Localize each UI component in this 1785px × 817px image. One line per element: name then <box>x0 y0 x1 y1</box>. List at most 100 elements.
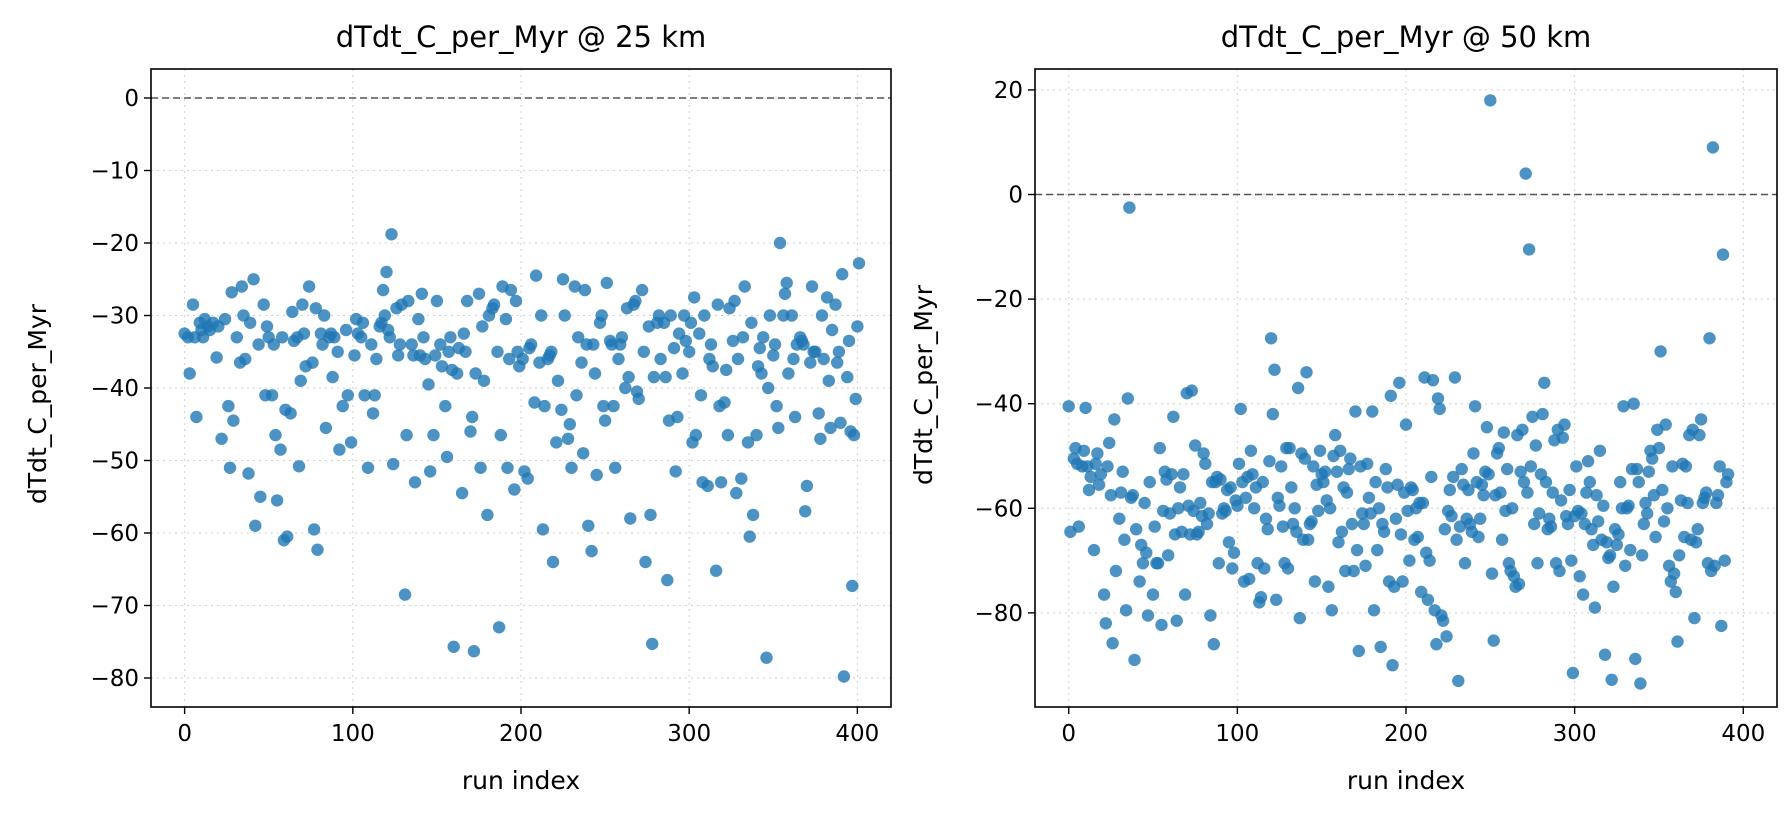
x-tick-label: 400 <box>835 721 879 747</box>
data-point <box>469 367 482 380</box>
data-point <box>693 327 706 340</box>
data-point <box>588 367 602 380</box>
data-point <box>555 403 568 416</box>
data-point <box>1492 441 1506 455</box>
data-point <box>664 309 677 322</box>
data-point <box>1570 460 1583 473</box>
data-point <box>474 461 487 474</box>
data-point <box>1450 533 1463 546</box>
data-point <box>1200 517 1214 531</box>
data-point <box>1514 465 1527 478</box>
data-point <box>1715 619 1728 633</box>
data-point <box>1308 575 1322 588</box>
data-point <box>1403 554 1416 567</box>
data-point <box>1565 554 1578 567</box>
data-point <box>767 349 780 362</box>
data-point <box>1458 557 1472 570</box>
data-point <box>1126 489 1140 502</box>
data-point <box>556 273 570 286</box>
data-point <box>688 291 701 304</box>
data-point <box>746 508 760 522</box>
data-point <box>1322 580 1335 593</box>
data-point <box>1177 468 1190 481</box>
y-tick-label: −20 <box>90 231 139 257</box>
data-point <box>1711 489 1725 502</box>
data-point <box>1226 562 1239 575</box>
data-point <box>284 407 297 420</box>
data-point <box>1553 564 1566 578</box>
data-point <box>1598 648 1612 661</box>
data-point <box>412 312 425 326</box>
y-tick-label: −40 <box>974 392 1023 418</box>
data-point <box>370 352 383 366</box>
data-point <box>1300 366 1313 379</box>
data-point <box>1581 455 1595 468</box>
data-point <box>622 370 635 384</box>
data-point <box>646 637 659 651</box>
data-point <box>1703 332 1716 345</box>
data-point <box>1667 567 1681 580</box>
data-point <box>380 265 393 279</box>
data-point <box>1386 659 1399 672</box>
data-point <box>1619 559 1632 572</box>
data-point <box>1347 564 1360 578</box>
data-point <box>385 228 398 241</box>
data-point <box>1472 530 1485 544</box>
data-point <box>492 621 506 634</box>
data-point <box>1243 572 1256 586</box>
data-point <box>1099 617 1113 630</box>
data-point <box>1421 593 1435 606</box>
data-point <box>1194 496 1207 510</box>
data-point <box>1263 455 1276 468</box>
data-point <box>1671 635 1684 648</box>
x-tick-label: 200 <box>499 721 543 747</box>
data-point <box>1312 504 1325 518</box>
data-point <box>1416 496 1430 510</box>
x-tick-label: 100 <box>1215 721 1259 747</box>
data-point <box>1624 543 1637 557</box>
data-point <box>1399 418 1413 431</box>
data-point <box>847 428 861 442</box>
data-point <box>1325 604 1339 617</box>
data-point <box>1248 502 1261 515</box>
data-point <box>1622 499 1635 512</box>
data-point <box>333 443 346 456</box>
data-point <box>805 280 819 293</box>
data-point <box>1556 431 1570 444</box>
data-point <box>582 519 595 532</box>
data-point <box>1426 374 1440 387</box>
data-point <box>1212 557 1226 570</box>
data-point <box>1379 462 1393 476</box>
data-point <box>1298 452 1312 465</box>
data-point <box>257 298 270 311</box>
data-point <box>720 363 733 377</box>
data-point <box>487 298 501 311</box>
data-point <box>1246 468 1259 481</box>
data-point <box>743 530 756 543</box>
data-point <box>1084 470 1097 484</box>
data-point <box>328 331 341 344</box>
data-point <box>832 345 846 358</box>
data-point <box>639 555 652 569</box>
data-point <box>536 523 550 536</box>
data-point <box>466 410 479 424</box>
data-point <box>804 356 817 369</box>
data-point <box>760 651 773 664</box>
data-point <box>600 276 613 290</box>
data-point <box>1202 507 1215 520</box>
data-point <box>296 298 309 311</box>
y-tick-label: −40 <box>90 376 139 402</box>
data-point <box>1533 507 1546 520</box>
data-point <box>1447 470 1460 484</box>
data-point <box>701 479 714 493</box>
data-point <box>1637 517 1651 531</box>
data-point <box>1219 504 1232 518</box>
data-point <box>1396 575 1409 588</box>
data-point <box>348 349 361 362</box>
data-point <box>629 294 642 308</box>
data-point <box>247 273 260 286</box>
data-point <box>1374 640 1387 654</box>
data-point <box>1635 549 1649 562</box>
data-point <box>799 505 812 518</box>
data-point <box>1501 462 1514 476</box>
